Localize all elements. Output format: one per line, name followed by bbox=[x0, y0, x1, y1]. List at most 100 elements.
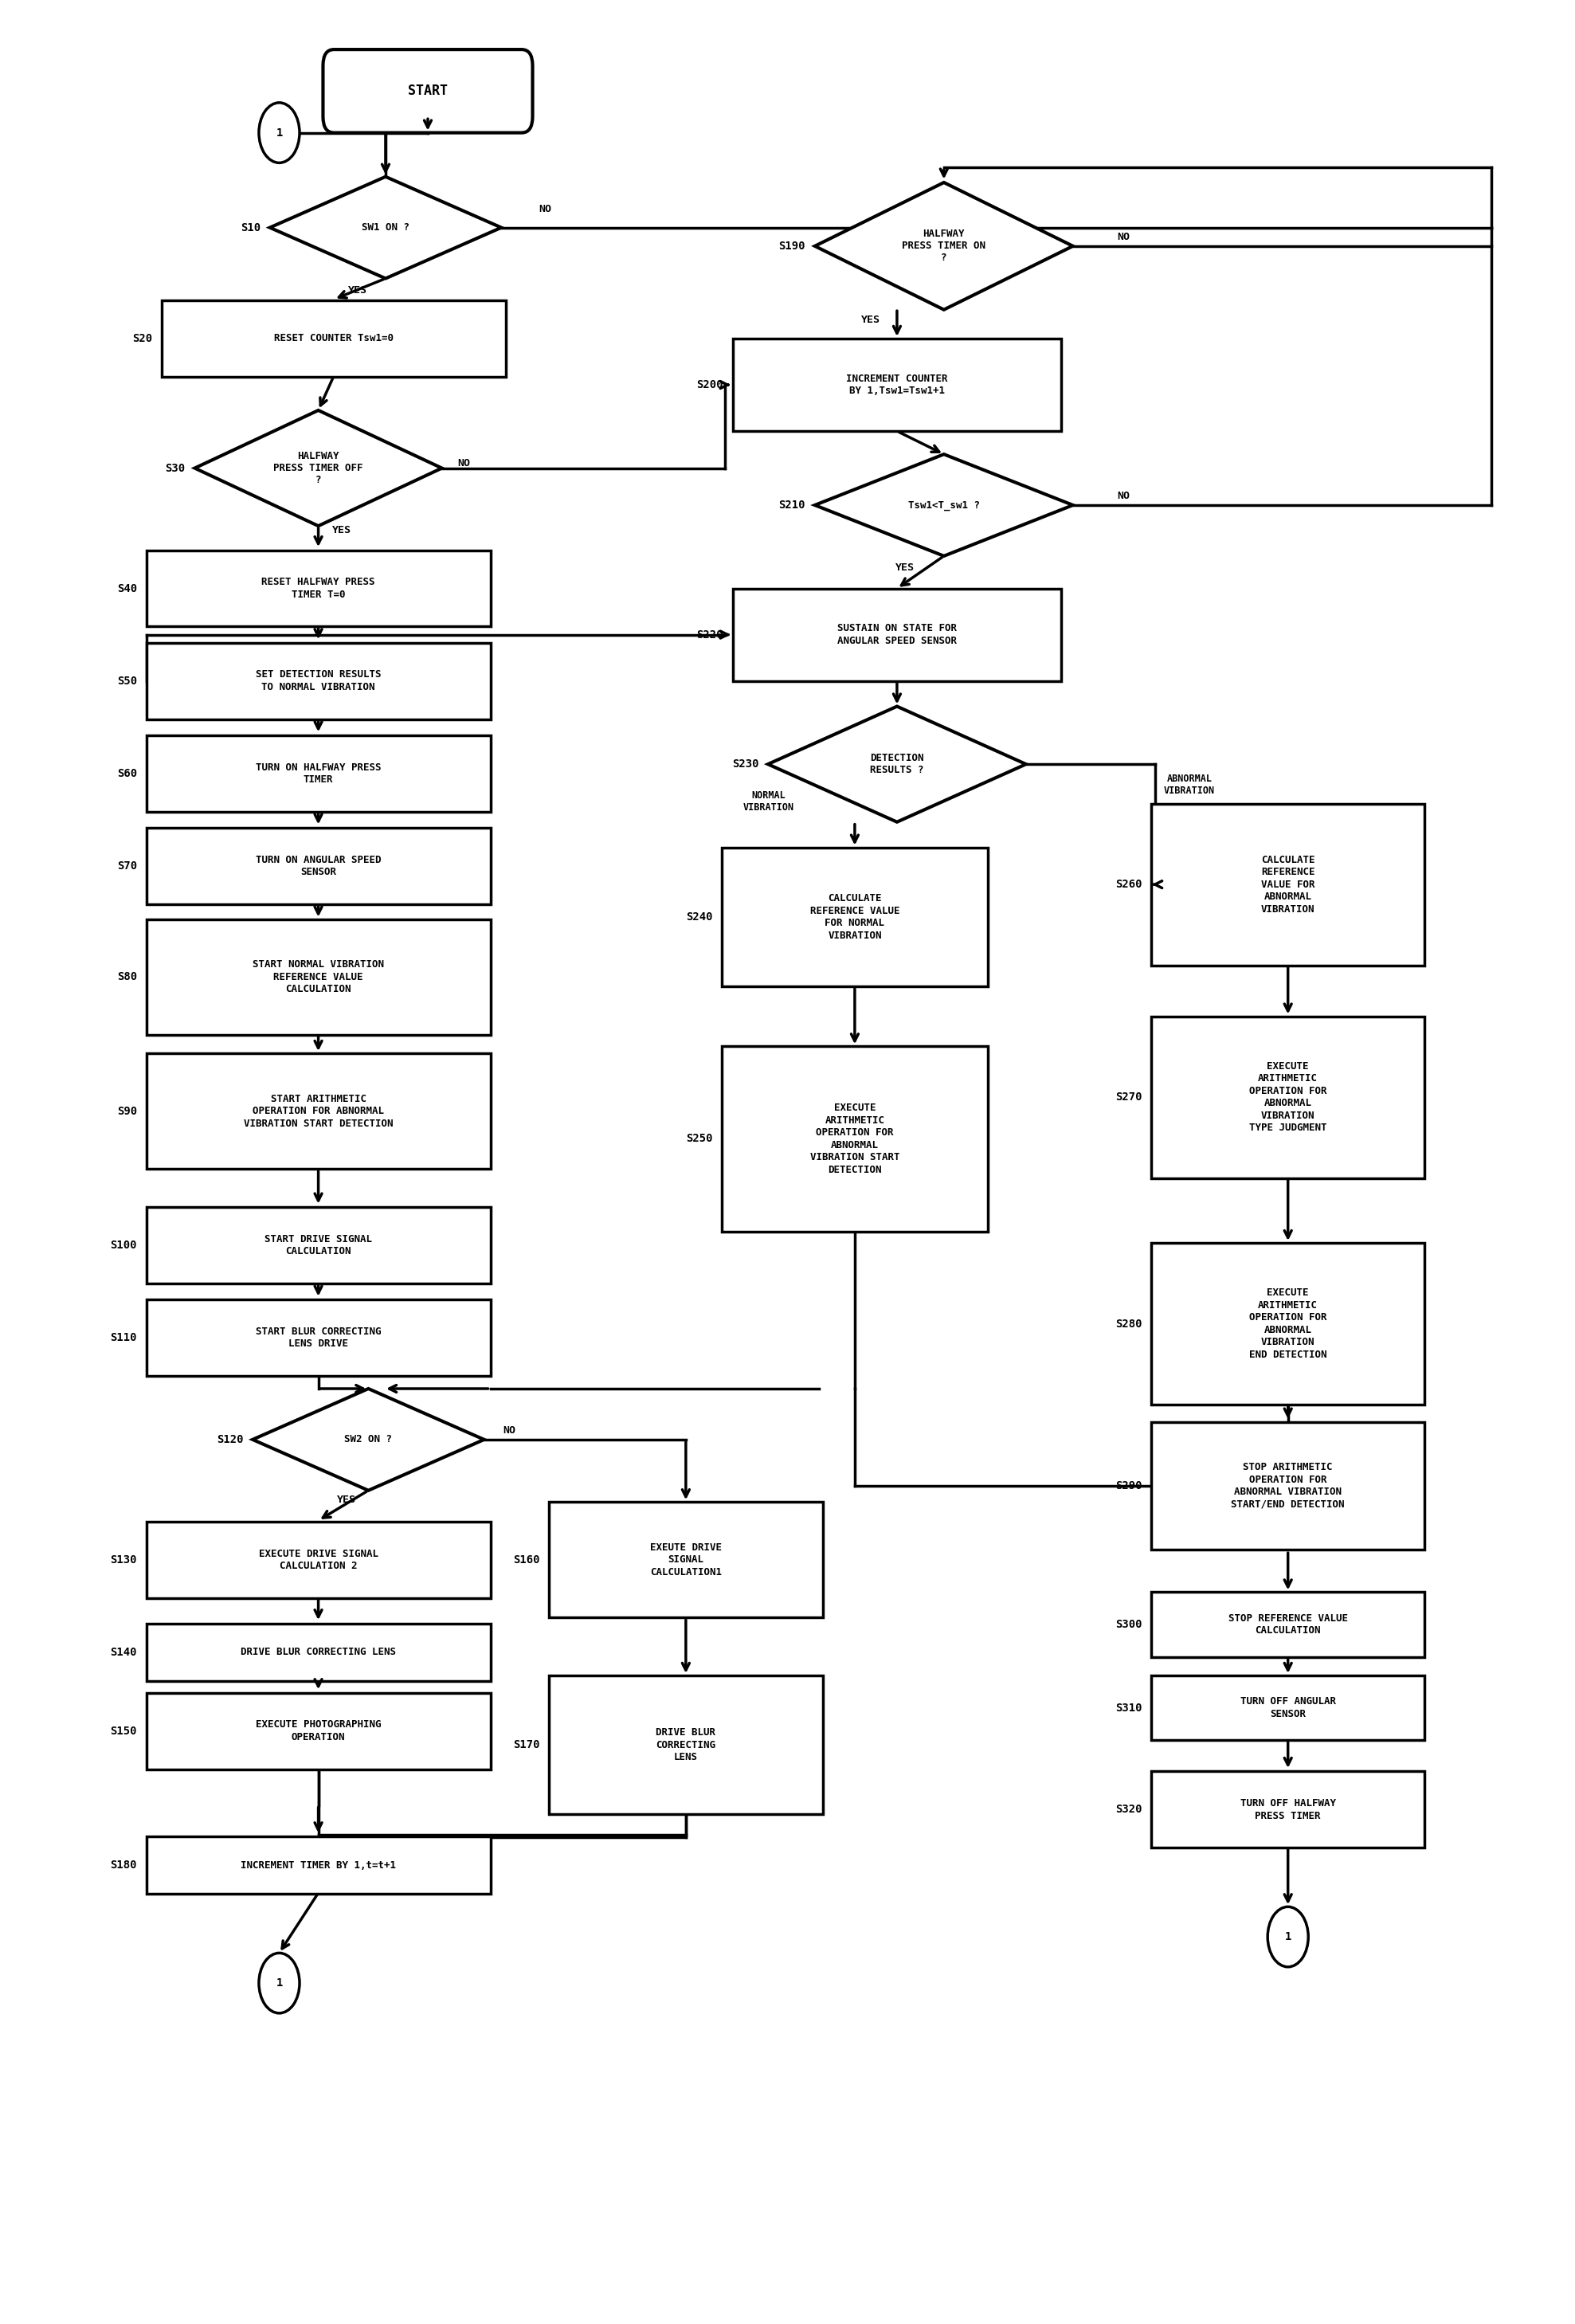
Text: S150: S150 bbox=[110, 1724, 137, 1736]
FancyBboxPatch shape bbox=[146, 1692, 490, 1769]
Text: RESET COUNTER Tsw1=0: RESET COUNTER Tsw1=0 bbox=[274, 332, 394, 344]
FancyBboxPatch shape bbox=[146, 644, 490, 718]
Text: S240: S240 bbox=[685, 911, 712, 923]
FancyBboxPatch shape bbox=[146, 1299, 490, 1376]
Text: 1: 1 bbox=[1285, 1931, 1292, 1943]
Text: SUSTAIN ON STATE FOR
ANGULAR SPEED SENSOR: SUSTAIN ON STATE FOR ANGULAR SPEED SENSO… bbox=[838, 623, 956, 646]
Text: NORMAL
VIBRATION: NORMAL VIBRATION bbox=[743, 790, 794, 813]
Text: RESET HALFWAY PRESS
TIMER T=0: RESET HALFWAY PRESS TIMER T=0 bbox=[261, 576, 375, 600]
Text: SET DETECTION RESULTS
TO NORMAL VIBRATION: SET DETECTION RESULTS TO NORMAL VIBRATIO… bbox=[255, 669, 381, 693]
Text: S10: S10 bbox=[241, 223, 260, 232]
Text: TURN OFF ANGULAR
SENSOR: TURN OFF ANGULAR SENSOR bbox=[1240, 1697, 1336, 1720]
Text: INCREMENT TIMER BY 1,t=t+1: INCREMENT TIMER BY 1,t=t+1 bbox=[241, 1859, 395, 1871]
Polygon shape bbox=[814, 453, 1073, 555]
Text: EXECUTE
ARITHMETIC
OPERATION FOR
ABNORMAL
VIBRATION
TYPE JUDGMENT: EXECUTE ARITHMETIC OPERATION FOR ABNORMA… bbox=[1249, 1062, 1326, 1134]
Text: S30: S30 bbox=[165, 462, 186, 474]
Text: NO: NO bbox=[1117, 232, 1131, 242]
Text: SW1 ON ?: SW1 ON ? bbox=[362, 223, 410, 232]
FancyBboxPatch shape bbox=[146, 827, 490, 904]
Text: S190: S190 bbox=[778, 239, 805, 251]
Text: Tsw1<T_sw1 ?: Tsw1<T_sw1 ? bbox=[909, 500, 980, 511]
Text: S100: S100 bbox=[110, 1239, 137, 1250]
Text: S90: S90 bbox=[117, 1106, 137, 1118]
Text: S50: S50 bbox=[117, 676, 137, 686]
Text: ABNORMAL
VIBRATION: ABNORMAL VIBRATION bbox=[1164, 774, 1214, 797]
Text: S290: S290 bbox=[1115, 1480, 1142, 1492]
FancyBboxPatch shape bbox=[1151, 1016, 1425, 1178]
Text: S160: S160 bbox=[513, 1555, 540, 1566]
Text: S220: S220 bbox=[696, 630, 723, 639]
Text: YES: YES bbox=[895, 562, 915, 572]
FancyBboxPatch shape bbox=[1151, 1676, 1425, 1741]
Text: YES: YES bbox=[862, 316, 880, 325]
FancyBboxPatch shape bbox=[1151, 1243, 1425, 1406]
Text: TURN OFF HALFWAY
PRESS TIMER: TURN OFF HALFWAY PRESS TIMER bbox=[1240, 1799, 1336, 1822]
Text: CALCULATE
REFERENCE VALUE
FOR NORMAL
VIBRATION: CALCULATE REFERENCE VALUE FOR NORMAL VIB… bbox=[810, 892, 899, 941]
Text: S270: S270 bbox=[1115, 1092, 1142, 1104]
Text: TURN ON HALFWAY PRESS
TIMER: TURN ON HALFWAY PRESS TIMER bbox=[255, 762, 381, 786]
FancyBboxPatch shape bbox=[721, 848, 988, 985]
Text: S80: S80 bbox=[117, 971, 137, 983]
Text: S20: S20 bbox=[132, 332, 153, 344]
FancyBboxPatch shape bbox=[146, 1624, 490, 1680]
Text: TURN ON ANGULAR SPEED
SENSOR: TURN ON ANGULAR SPEED SENSOR bbox=[255, 855, 381, 876]
Text: S310: S310 bbox=[1115, 1701, 1142, 1713]
Text: DRIVE BLUR
CORRECTING
LENS: DRIVE BLUR CORRECTING LENS bbox=[655, 1727, 715, 1762]
Text: S260: S260 bbox=[1115, 878, 1142, 890]
Text: HALFWAY
PRESS TIMER ON
?: HALFWAY PRESS TIMER ON ? bbox=[902, 230, 986, 263]
Text: EXECUTE
ARITHMETIC
OPERATION FOR
ABNORMAL
VIBRATION START
DETECTION: EXECUTE ARITHMETIC OPERATION FOR ABNORMA… bbox=[810, 1104, 899, 1176]
FancyBboxPatch shape bbox=[721, 1046, 988, 1232]
Text: S230: S230 bbox=[732, 758, 759, 769]
FancyBboxPatch shape bbox=[146, 1206, 490, 1283]
Text: YES: YES bbox=[332, 525, 351, 537]
FancyBboxPatch shape bbox=[732, 588, 1062, 681]
Text: S180: S180 bbox=[110, 1859, 137, 1871]
Text: DRIVE BLUR CORRECTING LENS: DRIVE BLUR CORRECTING LENS bbox=[241, 1648, 395, 1657]
Text: INCREMENT COUNTER
BY 1,Tsw1=Tsw1+1: INCREMENT COUNTER BY 1,Tsw1=Tsw1+1 bbox=[846, 374, 948, 395]
Polygon shape bbox=[269, 177, 501, 279]
Text: EXECUTE
ARITHMETIC
OPERATION FOR
ABNORMAL
VIBRATION
END DETECTION: EXECUTE ARITHMETIC OPERATION FOR ABNORMA… bbox=[1249, 1287, 1326, 1360]
Polygon shape bbox=[769, 706, 1025, 823]
Text: S140: S140 bbox=[110, 1648, 137, 1657]
FancyBboxPatch shape bbox=[732, 339, 1062, 432]
Text: S40: S40 bbox=[117, 583, 137, 595]
Polygon shape bbox=[195, 411, 443, 525]
Text: S120: S120 bbox=[216, 1434, 243, 1446]
Text: DETECTION
RESULTS ?: DETECTION RESULTS ? bbox=[869, 753, 925, 776]
Text: STOP REFERENCE VALUE
CALCULATION: STOP REFERENCE VALUE CALCULATION bbox=[1228, 1613, 1348, 1636]
FancyBboxPatch shape bbox=[146, 551, 490, 627]
Text: YES: YES bbox=[337, 1494, 356, 1506]
FancyBboxPatch shape bbox=[146, 918, 490, 1034]
FancyBboxPatch shape bbox=[146, 1522, 490, 1599]
FancyBboxPatch shape bbox=[550, 1676, 822, 1815]
Text: S280: S280 bbox=[1115, 1318, 1142, 1329]
FancyBboxPatch shape bbox=[146, 1053, 490, 1169]
Text: HALFWAY
PRESS TIMER OFF
?: HALFWAY PRESS TIMER OFF ? bbox=[274, 451, 364, 486]
Text: START ARITHMETIC
OPERATION FOR ABNORMAL
VIBRATION START DETECTION: START ARITHMETIC OPERATION FOR ABNORMAL … bbox=[244, 1095, 394, 1129]
Polygon shape bbox=[814, 184, 1073, 309]
Text: START BLUR CORRECTING
LENS DRIVE: START BLUR CORRECTING LENS DRIVE bbox=[255, 1327, 381, 1350]
Text: START NORMAL VIBRATION
REFERENCE VALUE
CALCULATION: START NORMAL VIBRATION REFERENCE VALUE C… bbox=[252, 960, 384, 995]
Text: S130: S130 bbox=[110, 1555, 137, 1566]
FancyBboxPatch shape bbox=[162, 300, 506, 376]
Text: START: START bbox=[408, 84, 447, 98]
FancyBboxPatch shape bbox=[1151, 804, 1425, 964]
Circle shape bbox=[1268, 1906, 1309, 1966]
Text: 1: 1 bbox=[276, 1978, 282, 1989]
Text: NO: NO bbox=[502, 1425, 515, 1436]
Text: STOP ARITHMETIC
OPERATION FOR
ABNORMAL VIBRATION
START/END DETECTION: STOP ARITHMETIC OPERATION FOR ABNORMAL V… bbox=[1232, 1462, 1345, 1511]
Circle shape bbox=[258, 102, 299, 163]
Text: S300: S300 bbox=[1115, 1620, 1142, 1629]
Text: NO: NO bbox=[1117, 490, 1131, 502]
FancyBboxPatch shape bbox=[1151, 1771, 1425, 1848]
Text: S210: S210 bbox=[778, 500, 805, 511]
Text: CALCULATE
REFERENCE
VALUE FOR
ABNORMAL
VIBRATION: CALCULATE REFERENCE VALUE FOR ABNORMAL V… bbox=[1262, 855, 1315, 913]
Text: 1: 1 bbox=[276, 128, 282, 139]
FancyBboxPatch shape bbox=[146, 734, 490, 811]
Text: EXECUTE DRIVE SIGNAL
CALCULATION 2: EXECUTE DRIVE SIGNAL CALCULATION 2 bbox=[258, 1548, 378, 1571]
Text: S200: S200 bbox=[696, 379, 723, 390]
FancyBboxPatch shape bbox=[323, 49, 532, 132]
Text: S60: S60 bbox=[117, 767, 137, 779]
Text: EXECUTE PHOTOGRAPHING
OPERATION: EXECUTE PHOTOGRAPHING OPERATION bbox=[255, 1720, 381, 1743]
FancyBboxPatch shape bbox=[1151, 1592, 1425, 1657]
